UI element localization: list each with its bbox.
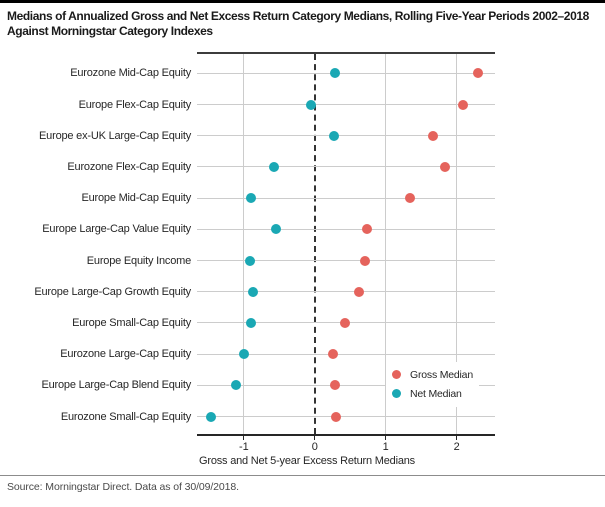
h-gridline — [197, 260, 495, 261]
legend-label-net: Net Median — [410, 387, 462, 400]
x-tick-label: 1 — [382, 441, 389, 453]
h-gridline — [197, 384, 495, 386]
data-point-net — [245, 317, 256, 328]
chart-title: Medians of Annualized Gross and Net Exce… — [7, 9, 605, 39]
h-gridline — [197, 166, 495, 168]
category-label: Europe Small-Cap Equity — [72, 316, 191, 329]
v-gridline — [456, 54, 458, 434]
category-label: Europe Flex-Cap Equity — [78, 98, 192, 111]
category-label: Europe Large-Cap Growth Equity — [34, 285, 191, 298]
v-gridline — [385, 54, 387, 434]
category-label: Eurozone Mid-Cap Equity — [70, 67, 191, 80]
data-point-net — [238, 349, 249, 360]
data-point-gross — [458, 99, 469, 110]
data-point-gross — [440, 161, 451, 172]
data-point-gross — [362, 224, 373, 235]
h-gridline — [197, 416, 495, 417]
h-gridline — [197, 228, 495, 230]
footer-rule — [0, 475, 605, 476]
legend-item: Net Median — [392, 384, 473, 403]
data-point-net — [328, 130, 339, 141]
category-label: Europe Equity Income — [86, 254, 191, 267]
x-axis-line — [197, 434, 495, 436]
data-point-gross — [328, 349, 339, 360]
x-tick — [243, 436, 245, 440]
legend-gross-dot-icon — [392, 370, 401, 379]
data-point-net — [231, 380, 242, 391]
x-tick — [314, 436, 316, 440]
legend-net-dot-icon — [392, 389, 401, 398]
data-point-net — [206, 411, 217, 422]
plot-area: -1 0 1 2 — [197, 52, 495, 453]
x-tick — [456, 436, 458, 440]
category-label: Europe ex-UK Large-Cap Equity — [39, 129, 191, 142]
category-label: Europe Mid-Cap Equity — [81, 192, 191, 205]
legend: Gross Median Net Median — [386, 362, 479, 407]
category-label: Europe Large-Cap Value Equity — [42, 223, 191, 236]
x-tick-label: 2 — [453, 441, 460, 453]
data-point-gross — [331, 411, 342, 422]
data-point-net — [330, 68, 341, 79]
category-label: Eurozone Large-Cap Equity — [60, 348, 191, 361]
data-point-gross — [360, 255, 371, 266]
x-tick-label: 0 — [311, 441, 318, 453]
h-gridline — [197, 291, 495, 293]
legend-item: Gross Median — [392, 365, 473, 384]
chart-title-line1: Medians of Annualized Gross and Net Exce… — [7, 9, 589, 23]
top-rule — [0, 0, 605, 3]
category-label: Eurozone Small-Cap Equity — [60, 410, 191, 423]
x-tick — [385, 436, 387, 440]
category-label: Eurozone Flex-Cap Equity — [67, 160, 191, 173]
data-point-net — [306, 99, 317, 110]
category-label: Europe Large-Cap Blend Equity — [41, 379, 191, 392]
data-point-gross — [427, 130, 438, 141]
chart-title-line2: Against Morningstar Category Indexes — [7, 24, 213, 38]
plot-top-border — [197, 52, 495, 54]
data-point-gross — [404, 193, 415, 204]
data-point-net — [270, 224, 281, 235]
data-point-net — [248, 286, 259, 297]
x-tick-label: -1 — [238, 441, 249, 453]
data-point-net — [268, 161, 279, 172]
data-point-net — [245, 193, 256, 204]
h-gridline — [197, 353, 495, 355]
data-point-gross — [353, 286, 364, 297]
v-gridline — [243, 54, 245, 434]
data-point-net — [244, 255, 255, 266]
h-gridline — [197, 197, 495, 199]
h-gridline — [197, 104, 495, 105]
data-point-gross — [339, 317, 350, 328]
source-note: Source: Morningstar Direct. Data as of 3… — [7, 481, 239, 493]
legend-label-gross: Gross Median — [410, 368, 473, 381]
data-point-gross — [472, 68, 483, 79]
h-gridline — [197, 135, 495, 137]
h-gridline — [197, 72, 495, 74]
zero-reference-line — [313, 54, 316, 434]
x-axis-label: Gross and Net 5-year Excess Return Media… — [199, 455, 415, 467]
data-point-gross — [330, 380, 341, 391]
